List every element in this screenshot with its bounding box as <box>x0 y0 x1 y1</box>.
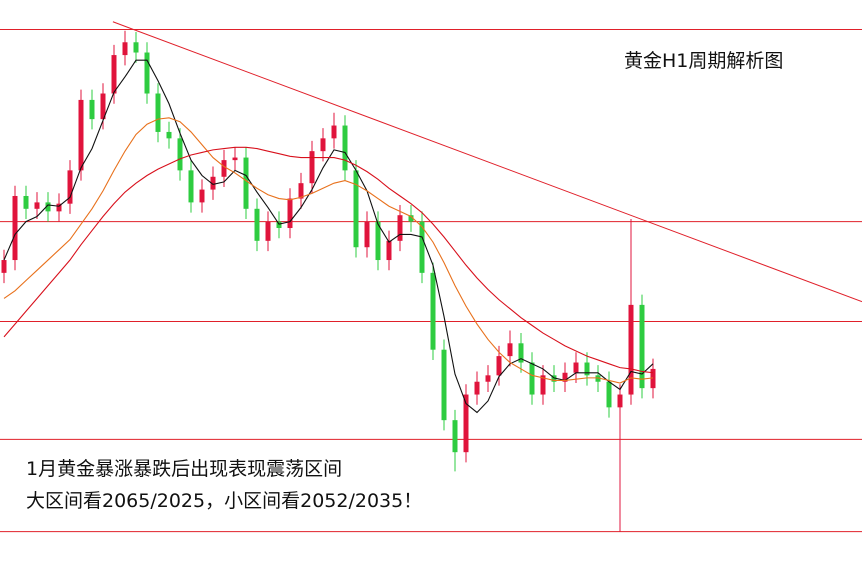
candle-body <box>430 272 436 350</box>
candle-body <box>276 221 282 229</box>
candle-body <box>199 189 205 203</box>
candle-body <box>639 304 645 389</box>
candle-body <box>353 170 359 248</box>
candle-body <box>166 131 172 139</box>
candle-body <box>243 157 249 209</box>
moving-average <box>3 59 654 414</box>
candle-body <box>100 93 106 120</box>
candle-body <box>221 160 227 177</box>
annotation: 1月黄金暴涨暴跌后出现表现震荡区间 <box>26 458 342 480</box>
candle-body <box>188 170 194 203</box>
candle-body <box>177 138 183 171</box>
candle-body <box>78 99 84 171</box>
candle-body <box>364 221 370 248</box>
candle-body <box>518 343 524 363</box>
candle-body <box>441 349 447 421</box>
candle-body <box>408 215 414 222</box>
candle-body <box>89 99 95 120</box>
plot <box>0 21 862 533</box>
candle-body <box>452 420 458 453</box>
candle-body <box>628 304 634 395</box>
candle-body <box>331 125 337 139</box>
candle-body <box>12 195 18 261</box>
candle-body <box>34 202 40 209</box>
moving-average <box>3 146 654 374</box>
candle-body <box>397 215 403 241</box>
candle-body <box>573 362 579 373</box>
candle-body <box>232 157 238 161</box>
moving-average <box>3 117 654 384</box>
candle-body <box>551 375 557 382</box>
candle-body <box>617 394 623 408</box>
candle-body <box>1 260 7 273</box>
candle-body <box>562 372 568 382</box>
candle-body <box>155 93 161 132</box>
candle-body <box>606 381 612 408</box>
candle-body <box>386 240 392 261</box>
candle-body <box>23 195 29 209</box>
candle-body <box>287 198 293 229</box>
trend-line <box>112 21 862 303</box>
candle-body <box>67 170 73 204</box>
candle-body <box>496 356 502 376</box>
candle-body <box>254 208 260 241</box>
candle-body <box>122 42 128 56</box>
candle-body <box>265 221 271 241</box>
candle-body <box>320 138 326 152</box>
candle-body <box>463 394 469 453</box>
candle-body <box>584 362 590 376</box>
candle-body <box>342 125 348 171</box>
candle-body <box>309 151 315 184</box>
candle-body <box>133 42 139 53</box>
candle-body <box>375 221 381 261</box>
annotation: 大区间看2065/2025，小区间看2052/2035！ <box>26 490 422 512</box>
candle-body <box>540 375 546 395</box>
candle-body <box>474 381 480 395</box>
candle-body <box>650 368 656 389</box>
candle-body <box>56 203 62 212</box>
candle-body <box>595 375 601 382</box>
candle-body <box>529 362 535 395</box>
candle-body <box>485 375 491 382</box>
candle-body <box>111 55 117 94</box>
candle-body <box>144 52 150 94</box>
candle-body <box>45 202 51 212</box>
candle-body <box>419 221 425 273</box>
candle-body <box>298 183 304 199</box>
chart-title: 黄金H1周期解析图 <box>624 50 783 72</box>
candle-body <box>210 176 216 190</box>
candle-body <box>507 343 513 357</box>
